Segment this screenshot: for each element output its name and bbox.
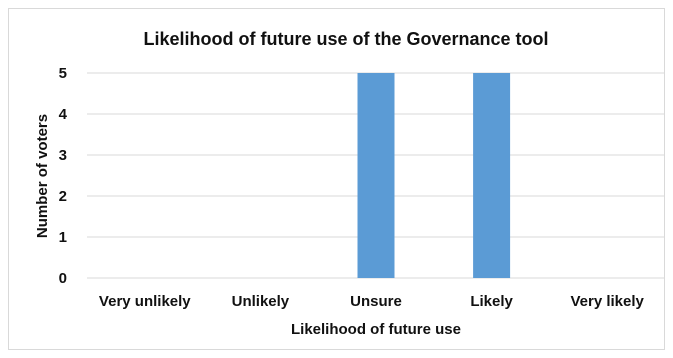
x-tick-label: Unlikely [232,293,290,310]
x-axis-title: Likelihood of future use [291,321,461,338]
x-tick-label: Very unlikely [99,293,191,310]
x-tick-label: Very likely [570,293,644,310]
y-tick-label: 4 [59,106,68,123]
bar-likely [473,73,511,278]
y-tick-label: 1 [59,229,67,246]
y-axis-title: Number of voters [34,114,51,238]
bar-unsure [357,73,395,278]
y-tick-labels: 0 1 2 3 4 5 [59,65,68,287]
x-tick-label: Likely [470,293,513,310]
y-tick-label: 2 [59,188,67,205]
bars [357,73,511,278]
y-tick-label: 5 [59,65,67,82]
x-tick-label: Unsure [350,293,402,310]
chart-frame [8,8,665,350]
y-tick-label: 3 [59,147,67,164]
y-tick-label: 0 [59,270,67,287]
x-tick-labels: Very unlikely Unlikely Unsure Likely Very li… [99,293,645,310]
chart-title: Likelihood of future use of the Governan… [143,29,548,49]
